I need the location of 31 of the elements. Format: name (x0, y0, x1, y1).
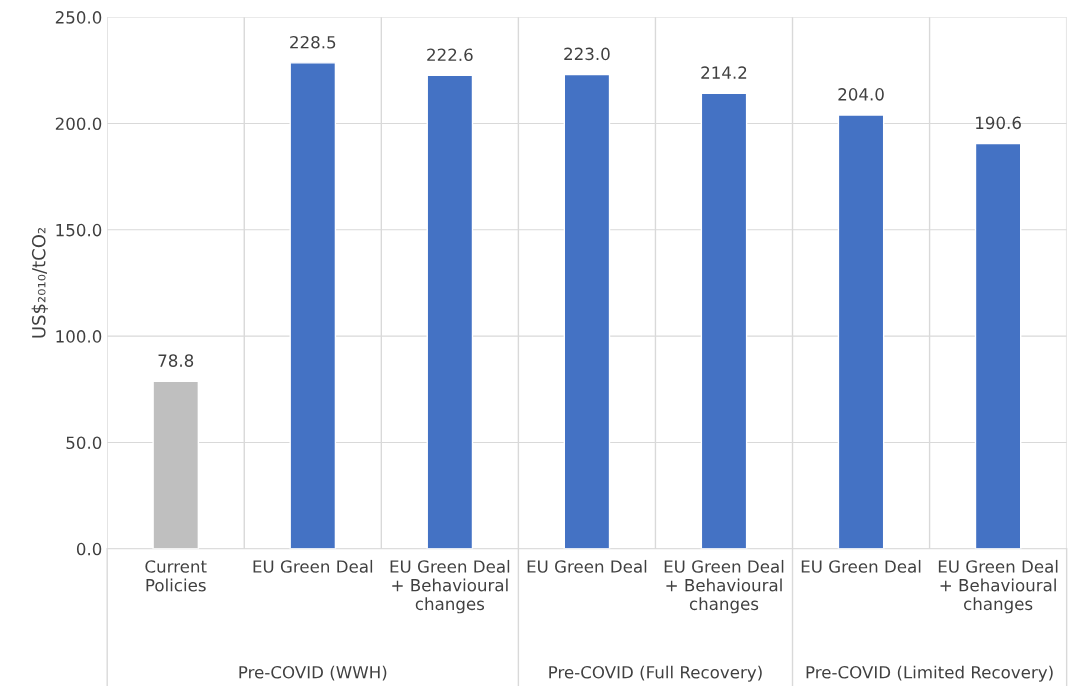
bar (426, 74, 474, 549)
data-label: 214.2 (701, 66, 747, 79)
y-tick-label: 100.0 (56, 330, 102, 343)
bar (152, 380, 200, 549)
y-tick-label: 0.0 (76, 542, 102, 556)
data-label: 78.8 (158, 354, 194, 367)
x-tick-label: EU Green Deal (801, 559, 921, 573)
y-tick-label: 50.0 (66, 436, 102, 450)
x-tick-label: EU Green Deal + Behavioural changes (938, 559, 1058, 614)
x-tick-label: Current Policies (145, 560, 207, 592)
data-label: 222.6 (427, 48, 473, 62)
data-label: 223.0 (564, 47, 610, 61)
bar (837, 114, 885, 549)
y-tick-label: 200.0 (55, 117, 102, 131)
text: Pre-COVID (Full Recovery) (549, 665, 762, 682)
text: Pre-COVID (WWH) (239, 665, 387, 681)
bar (289, 62, 337, 549)
x-tick-label: EU Green Deal + Behavioural changes (390, 559, 510, 614)
data-label: 228.5 (290, 35, 336, 49)
bar (974, 142, 1022, 549)
data-label: 204.0 (838, 88, 884, 101)
bar (700, 92, 748, 549)
bar (563, 73, 611, 549)
data-label: 190.6 (976, 116, 1021, 130)
text: Pre-COVID (Limited Recovery) (806, 665, 1053, 682)
x-tick-label: EU Green Deal + Behavioural changes (664, 559, 784, 614)
y-tick-label: 250.0 (55, 11, 102, 24)
x-tick-label: EU Green Deal (253, 559, 373, 573)
x-tick-label: EU Green Deal (527, 559, 647, 573)
y-tick-label: 150.0 (56, 223, 102, 237)
y-axis-title: US$₂₀₁₀/tCO₂ (31, 227, 48, 338)
